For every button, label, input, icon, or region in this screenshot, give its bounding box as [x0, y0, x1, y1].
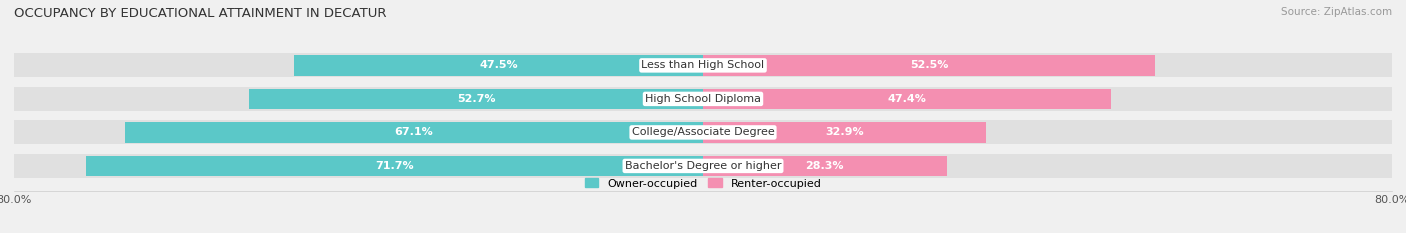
Bar [703, 55, 1156, 76]
Bar [14, 53, 1392, 77]
Text: 71.7%: 71.7% [375, 161, 413, 171]
Text: 28.3%: 28.3% [806, 161, 844, 171]
Text: 47.4%: 47.4% [887, 94, 927, 104]
Bar [249, 89, 703, 109]
Bar [294, 55, 703, 76]
Text: 67.1%: 67.1% [395, 127, 433, 137]
Bar [125, 122, 703, 143]
Text: 52.5%: 52.5% [910, 60, 948, 70]
Text: 47.5%: 47.5% [479, 60, 517, 70]
Text: OCCUPANCY BY EDUCATIONAL ATTAINMENT IN DECATUR: OCCUPANCY BY EDUCATIONAL ATTAINMENT IN D… [14, 7, 387, 20]
Text: Less than High School: Less than High School [641, 60, 765, 70]
Text: Bachelor's Degree or higher: Bachelor's Degree or higher [624, 161, 782, 171]
Bar [703, 89, 1111, 109]
Text: College/Associate Degree: College/Associate Degree [631, 127, 775, 137]
Bar [86, 156, 703, 176]
Text: High School Diploma: High School Diploma [645, 94, 761, 104]
Bar [703, 122, 987, 143]
Legend: Owner-occupied, Renter-occupied: Owner-occupied, Renter-occupied [581, 174, 825, 193]
Text: 32.9%: 32.9% [825, 127, 863, 137]
Bar [14, 87, 1392, 111]
Text: 52.7%: 52.7% [457, 94, 495, 104]
Bar [14, 154, 1392, 178]
Bar [703, 156, 946, 176]
Bar [14, 120, 1392, 144]
Text: Source: ZipAtlas.com: Source: ZipAtlas.com [1281, 7, 1392, 17]
